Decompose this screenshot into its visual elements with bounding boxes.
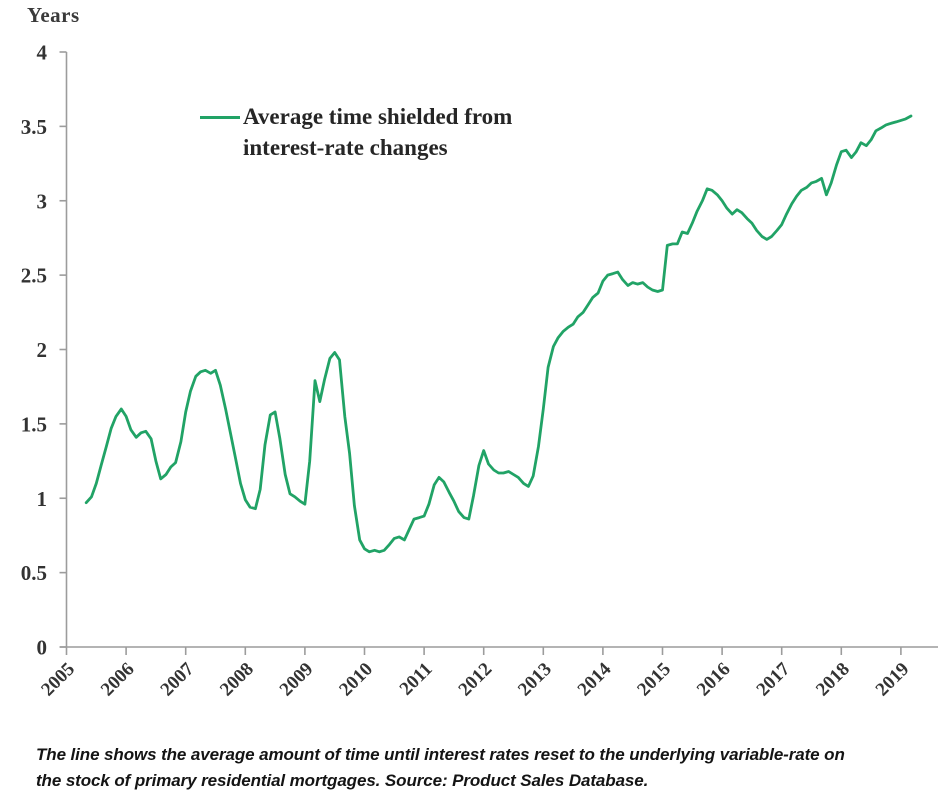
y-tick-label: 0 — [37, 636, 48, 660]
x-tick-label: 2016 — [693, 659, 735, 701]
x-tick-label: 2006 — [97, 659, 139, 701]
x-tick-label: 2015 — [633, 659, 675, 701]
x-tick-label: 2009 — [276, 659, 318, 701]
series-line — [84, 114, 913, 554]
legend-label-line2: interest-rate changes — [243, 135, 448, 160]
x-tick-label: 2012 — [455, 659, 497, 701]
x-tick-label: 2018 — [812, 659, 854, 701]
x-tick-label: 2008 — [216, 659, 258, 701]
y-tick-label: 3.5 — [21, 115, 47, 139]
x-tick-label: 2013 — [514, 659, 556, 701]
x-tick-label: 2005 — [37, 659, 79, 701]
footnote-line2: the stock of primary residential mortgag… — [36, 771, 649, 790]
legend: Average time shielded from interest-rate… — [200, 101, 512, 163]
legend-label-line1: Average time shielded from — [243, 104, 513, 129]
x-tick-label: 2011 — [396, 659, 437, 700]
x-tick-label: 2017 — [753, 658, 795, 700]
y-tick-label: 2.5 — [21, 264, 47, 288]
y-axis-title: Years — [27, 3, 80, 27]
legend-label: Average time shielded from interest-rate… — [243, 101, 512, 163]
footnote: The line shows the average amount of tim… — [36, 742, 926, 794]
y-tick-label: 1 — [37, 487, 48, 511]
y-tick-label: 3 — [37, 189, 48, 213]
line-chart: 0 0.5 1 1.5 2 2.5 3 3.5 4 2005 2006 2007 2008 2009 201… — [21, 41, 938, 701]
x-tick-label: 2010 — [335, 659, 377, 701]
x-tick-label: 2007 — [157, 658, 199, 700]
y-tick-label: 2 — [37, 338, 48, 362]
footnote-line1: The line shows the average amount of tim… — [36, 745, 845, 764]
y-tick-label: 1.5 — [21, 412, 47, 436]
legend-line-marker — [200, 116, 240, 119]
x-tick-label: 2019 — [872, 659, 914, 701]
x-tick-label: 2014 — [574, 658, 616, 700]
y-tick-label: 4 — [37, 41, 48, 65]
y-tick-label: 0.5 — [21, 561, 47, 585]
